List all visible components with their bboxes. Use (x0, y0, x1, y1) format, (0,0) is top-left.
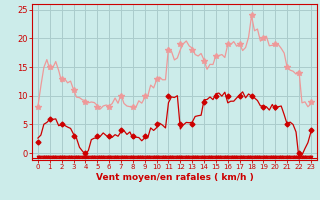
X-axis label: Vent moyen/en rafales ( km/h ): Vent moyen/en rafales ( km/h ) (96, 173, 253, 182)
